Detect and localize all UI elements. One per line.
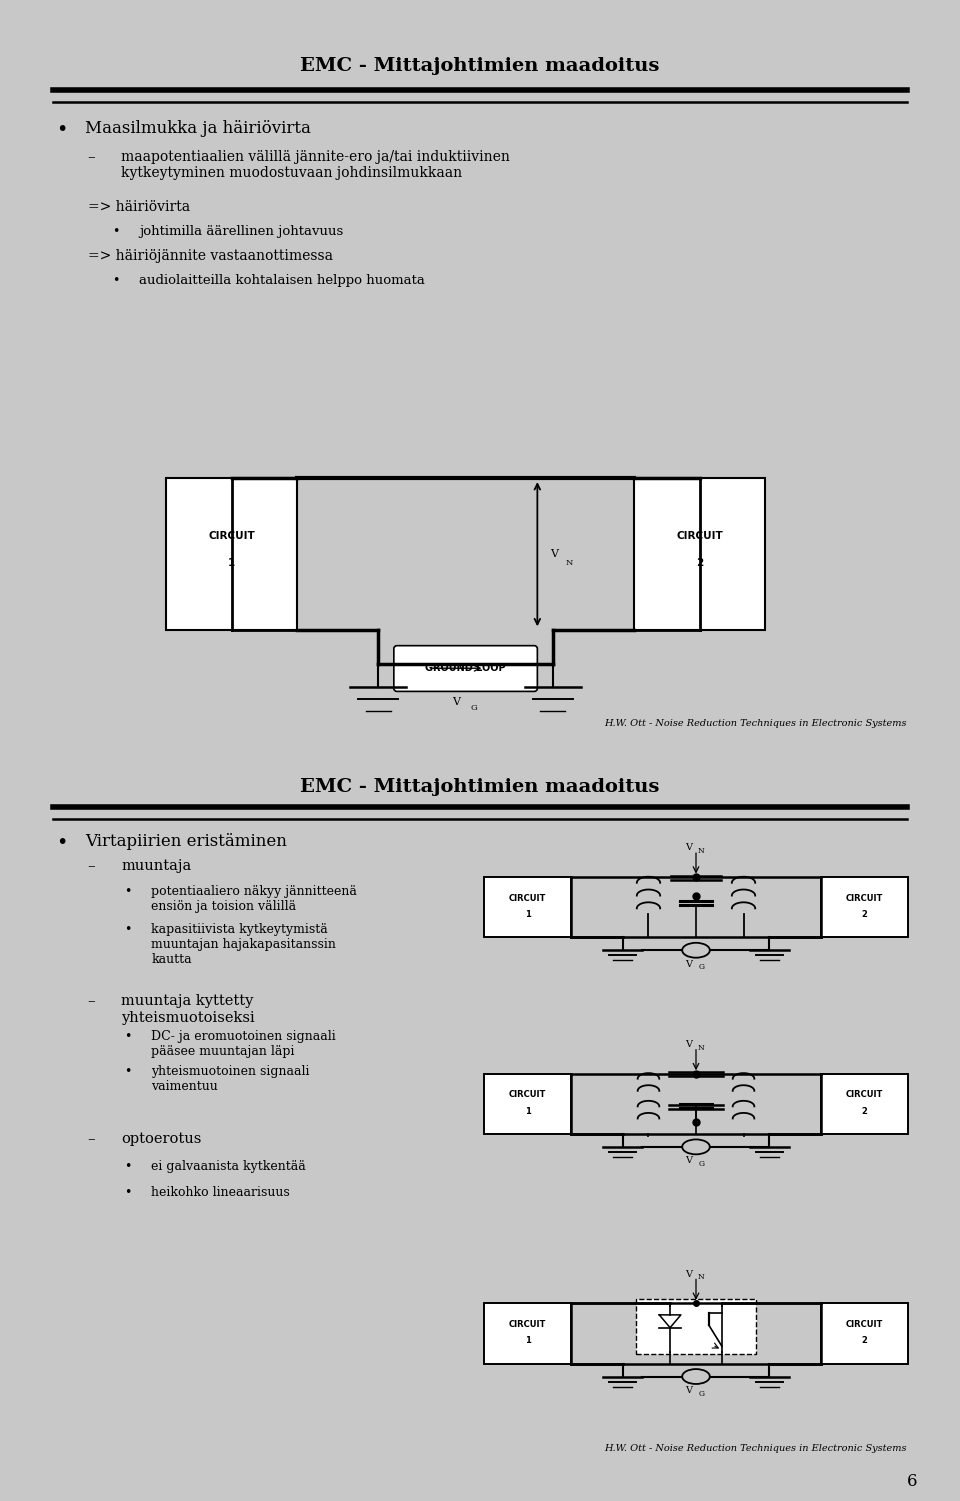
Text: V: V [684,1040,692,1049]
FancyBboxPatch shape [394,645,538,692]
Text: –: – [87,1132,95,1145]
Text: N: N [698,1273,705,1282]
Text: •: • [112,273,120,287]
Text: 1: 1 [524,1336,531,1345]
Bar [484,1303,570,1364]
Text: CIRCUIT: CIRCUIT [208,531,255,540]
Text: N: N [698,1043,705,1052]
Text: •: • [124,1186,132,1199]
Text: CIRCUIT: CIRCUIT [846,1090,883,1099]
Text: •: • [124,1064,132,1078]
Bar [635,477,765,630]
Text: maapotentiaalien välillä jännite-ero ja/tai induktiivinen
kytkeytyminen muodostu: maapotentiaalien välillä jännite-ero ja/… [121,150,510,180]
Text: G: G [699,1390,705,1397]
Text: •: • [124,1160,132,1174]
Text: V: V [452,696,460,707]
Bar [636,1298,756,1354]
Text: –: – [87,859,95,874]
Text: EMC - Mittajohtimien maadoitus: EMC - Mittajohtimien maadoitus [300,778,660,796]
Text: DC- ja eromuotoinen signaali
pääsee muuntajan läpi: DC- ja eromuotoinen signaali pääsee muun… [152,1030,336,1058]
Text: Virtapiirien eristäminen: Virtapiirien eristäminen [84,833,287,851]
Text: H.W. Ott - Noise Reduction Techniques in Electronic Systems: H.W. Ott - Noise Reduction Techniques in… [605,719,907,728]
Text: 6: 6 [907,1474,917,1490]
Text: => häiriöjännite vastaanottimessa: => häiriöjännite vastaanottimessa [87,249,333,263]
Text: => häiriövirta: => häiriövirta [87,200,190,215]
Bar [821,1303,907,1364]
Text: •: • [112,225,120,237]
Text: optoerotus: optoerotus [121,1132,202,1145]
Text: EMC - Mittajohtimien maadoitus: EMC - Mittajohtimien maadoitus [300,57,660,75]
Text: ei galvaanista kytkentää: ei galvaanista kytkentää [152,1160,306,1174]
Bar [484,877,570,938]
Text: potentiaaliero näkyy jännitteenä
ensiön ja toision välillä: potentiaaliero näkyy jännitteenä ensiön … [152,886,357,913]
Text: kapasitiivista kytkeytymistä
muuntajan hajakapasitanssin
kautta: kapasitiivista kytkeytymistä muuntajan h… [152,923,336,967]
Text: audiolaitteilla kohtalaisen helppo huomata: audiolaitteilla kohtalaisen helppo huoma… [139,273,425,287]
Text: muuntaja: muuntaja [121,859,192,874]
Text: CIRCUIT: CIRCUIT [676,531,723,540]
Text: 2: 2 [861,1106,868,1115]
Text: GROUND LOOP: GROUND LOOP [425,663,506,674]
Text: 1: 1 [524,1106,531,1115]
Text: –: – [87,994,95,1009]
Text: V: V [685,1156,692,1165]
Bar [821,877,907,938]
Text: johtimilla äärellinen johtavuus: johtimilla äärellinen johtavuus [139,225,344,237]
Text: yhteismuotoinen signaali
vaimentuu: yhteismuotoinen signaali vaimentuu [152,1064,310,1093]
Text: 1: 1 [228,558,235,569]
Text: 1: 1 [524,910,531,919]
Text: CIRCUIT: CIRCUIT [846,893,883,902]
Text: •: • [124,886,132,898]
Text: V: V [550,549,558,560]
Text: •: • [56,833,67,853]
Text: CIRCUIT: CIRCUIT [509,1090,546,1099]
Bar [166,477,298,630]
Text: G: G [470,704,477,713]
Text: G: G [699,1160,705,1168]
Bar [821,1073,907,1135]
Text: 2: 2 [696,558,704,569]
Text: CIRCUIT: CIRCUIT [509,1319,546,1328]
Text: 2: 2 [861,910,868,919]
Text: N: N [565,560,573,567]
Text: Maasilmukka ja häiriövirta: Maasilmukka ja häiriövirta [84,120,311,137]
Text: N: N [698,847,705,856]
Text: V: V [684,844,692,853]
Text: muuntaja kyttetty
yhteismuotoiseksi: muuntaja kyttetty yhteismuotoiseksi [121,994,255,1025]
Bar [484,1073,570,1135]
Text: G: G [699,964,705,971]
Text: CIRCUIT: CIRCUIT [846,1319,883,1328]
Text: heikohko lineaarisuus: heikohko lineaarisuus [152,1186,290,1199]
Text: –: – [87,150,95,164]
Text: •: • [56,120,67,138]
Text: H.W. Ott - Noise Reduction Techniques in Electronic Systems: H.W. Ott - Noise Reduction Techniques in… [605,1444,907,1453]
Text: 2: 2 [861,1336,868,1345]
Text: V: V [685,1385,692,1394]
Text: V: V [685,959,692,968]
Text: V: V [684,1270,692,1279]
Text: CIRCUIT: CIRCUIT [509,893,546,902]
Text: •: • [124,1030,132,1043]
Text: •: • [124,923,132,937]
